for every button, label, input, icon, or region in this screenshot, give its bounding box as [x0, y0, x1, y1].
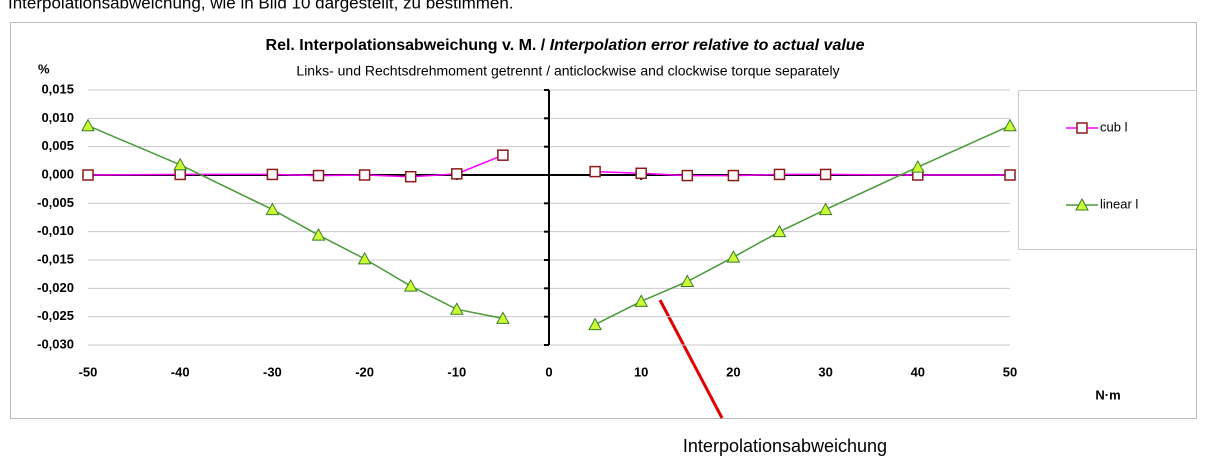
marker [311, 228, 326, 241]
marker [588, 317, 602, 331]
marker [173, 157, 188, 171]
marker [404, 170, 417, 183]
marker [726, 250, 741, 263]
x-tick-label: 40 [911, 364, 925, 379]
title-italic: Interpolation error relative to actual v… [550, 37, 865, 54]
x-tick-label: -50 [79, 364, 98, 379]
title-main: Rel. Interpolationsabweichung v. M. / [266, 37, 550, 54]
marker [773, 168, 786, 181]
x-tick-label: -20 [355, 364, 374, 379]
x-tick-label: 50 [1003, 364, 1017, 379]
marker [1003, 118, 1017, 132]
chart-title: Rel. Interpolationsabweichung v. M. / In… [266, 37, 865, 54]
y-axis-label: % [38, 61, 50, 76]
marker [81, 118, 95, 132]
marker [496, 311, 510, 324]
series-line [87, 125, 1011, 326]
y-tick-label: 0,015 [41, 81, 74, 96]
marker [1004, 169, 1016, 181]
y-tick-label: -0,015 [37, 251, 74, 266]
marker [312, 169, 325, 182]
legend-label: linear l [1100, 196, 1138, 211]
y-tick-label: -0,030 [37, 336, 74, 351]
marker [451, 168, 463, 180]
chart-frame [10, 22, 1197, 419]
marker [819, 168, 832, 181]
legend-label: cub l [1100, 119, 1128, 134]
legend-box [1018, 90, 1197, 250]
annotation: Interpolationsabweichung [683, 436, 887, 456]
y-tick-label: 0,010 [41, 110, 74, 125]
x-tick-label: -10 [447, 364, 466, 379]
y-tick-label: -0,010 [37, 223, 74, 238]
marker [772, 224, 787, 238]
legend-marker [1075, 197, 1089, 211]
x-tick-label: 0 [545, 364, 552, 379]
marker [449, 302, 464, 315]
intro-text: Interpolationsabweichung, wie in Bild 10… [8, 0, 514, 12]
marker [680, 274, 695, 288]
marker [634, 294, 649, 307]
y-tick-label: 0,000 [41, 166, 74, 181]
x-tick-label: 10 [634, 364, 648, 379]
marker [818, 202, 833, 216]
marker [497, 149, 509, 161]
y-tick-label: -0,020 [37, 280, 74, 295]
y-tick-label: -0,025 [37, 308, 74, 323]
x-axis-label: N·m [1095, 387, 1120, 402]
x-tick-label: -40 [171, 364, 190, 379]
chart-subtitle: Links- und Rechtsdrehmoment getrennt / a… [296, 63, 839, 79]
marker [635, 167, 647, 180]
y-tick-label: -0,005 [37, 195, 74, 210]
marker [403, 279, 418, 292]
marker [265, 202, 280, 216]
marker [727, 169, 740, 182]
annotation-line [658, 299, 724, 419]
marker [681, 169, 694, 182]
marker [82, 169, 94, 181]
marker [589, 165, 601, 178]
legend-marker [1076, 122, 1088, 134]
marker [358, 169, 371, 181]
x-tick-label: -30 [263, 364, 282, 379]
y-tick-label: 0,005 [41, 138, 74, 153]
marker [174, 168, 186, 181]
marker [910, 160, 925, 173]
marker [266, 168, 279, 181]
x-tick-label: 30 [818, 364, 832, 379]
marker [357, 251, 372, 265]
x-tick-label: 20 [726, 364, 740, 379]
